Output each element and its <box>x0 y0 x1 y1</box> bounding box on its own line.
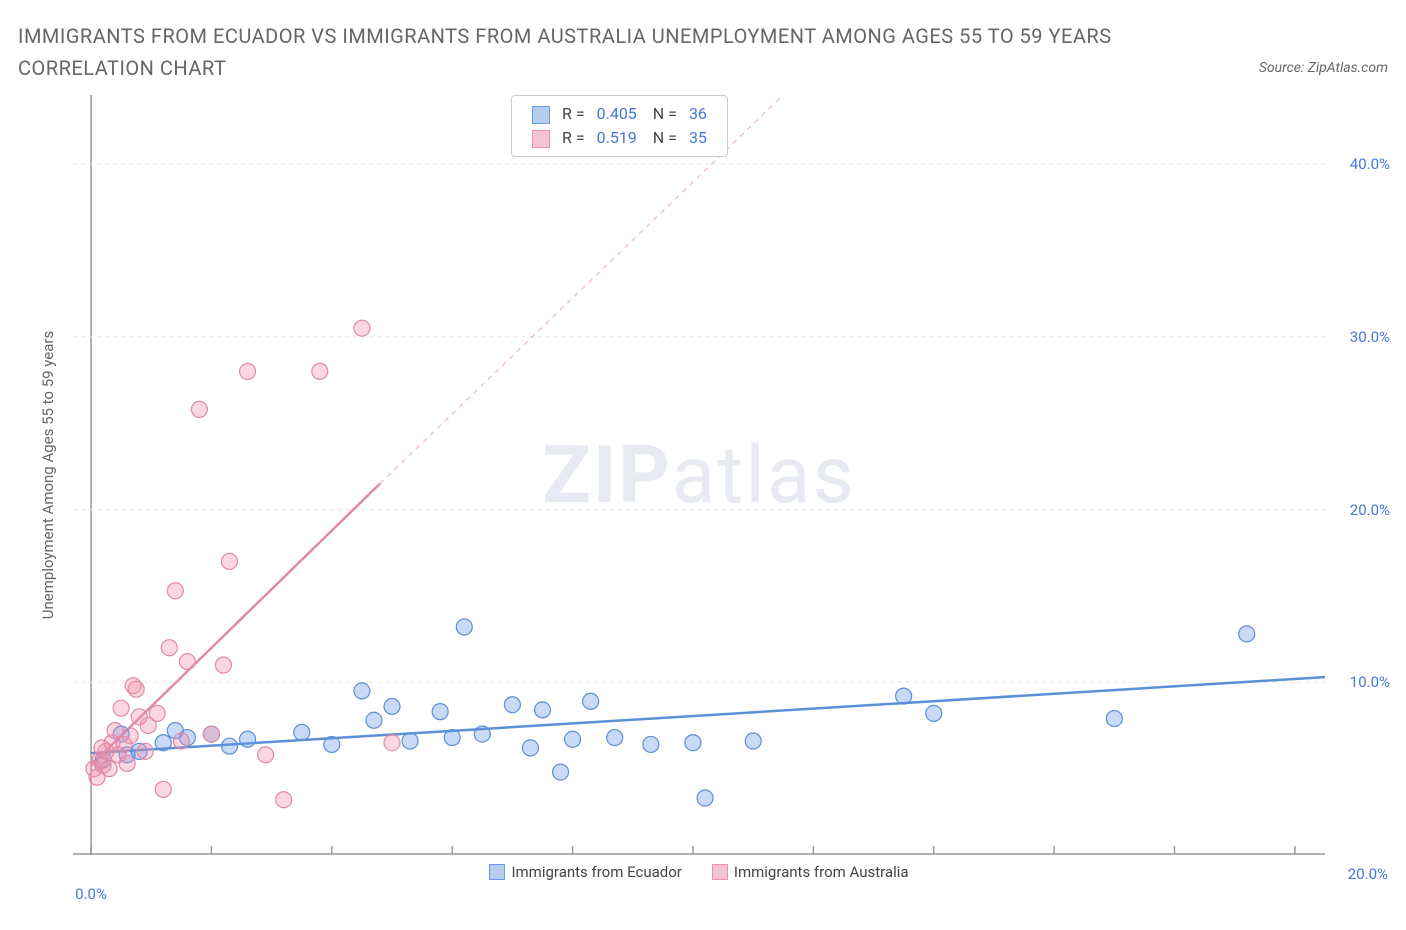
legend-swatch-ecuador <box>532 106 550 124</box>
bottom-x-axis-ticks: 0.0%20.0% <box>73 865 1388 895</box>
r-value-ecuador: 0.405 <box>591 102 643 126</box>
scatter-plot <box>73 95 1325 855</box>
correlation-legend: R =0.405 N =36 R =0.519 N =35 <box>511 95 728 157</box>
r-value-australia: 0.519 <box>591 126 643 150</box>
y-axis-label: Unemployment Among Ages 55 to 59 years <box>38 95 58 855</box>
right-y-axis-ticks: 40.0%30.0%20.0%10.0% <box>1330 95 1390 855</box>
n-value-ecuador: 36 <box>683 102 713 126</box>
plot-area: ZIPatlas R =0.405 N =36 R =0.519 N =35 <box>73 95 1325 855</box>
chart-title: IMMIGRANTS FROM ECUADOR VS IMMIGRANTS FR… <box>18 20 1118 84</box>
source-attribution: Source: ZipAtlas.com <box>1259 60 1388 76</box>
legend-swatch-australia <box>532 130 550 148</box>
chart-container: Unemployment Among Ages 55 to 59 years Z… <box>18 95 1388 895</box>
n-value-australia: 35 <box>683 126 713 150</box>
